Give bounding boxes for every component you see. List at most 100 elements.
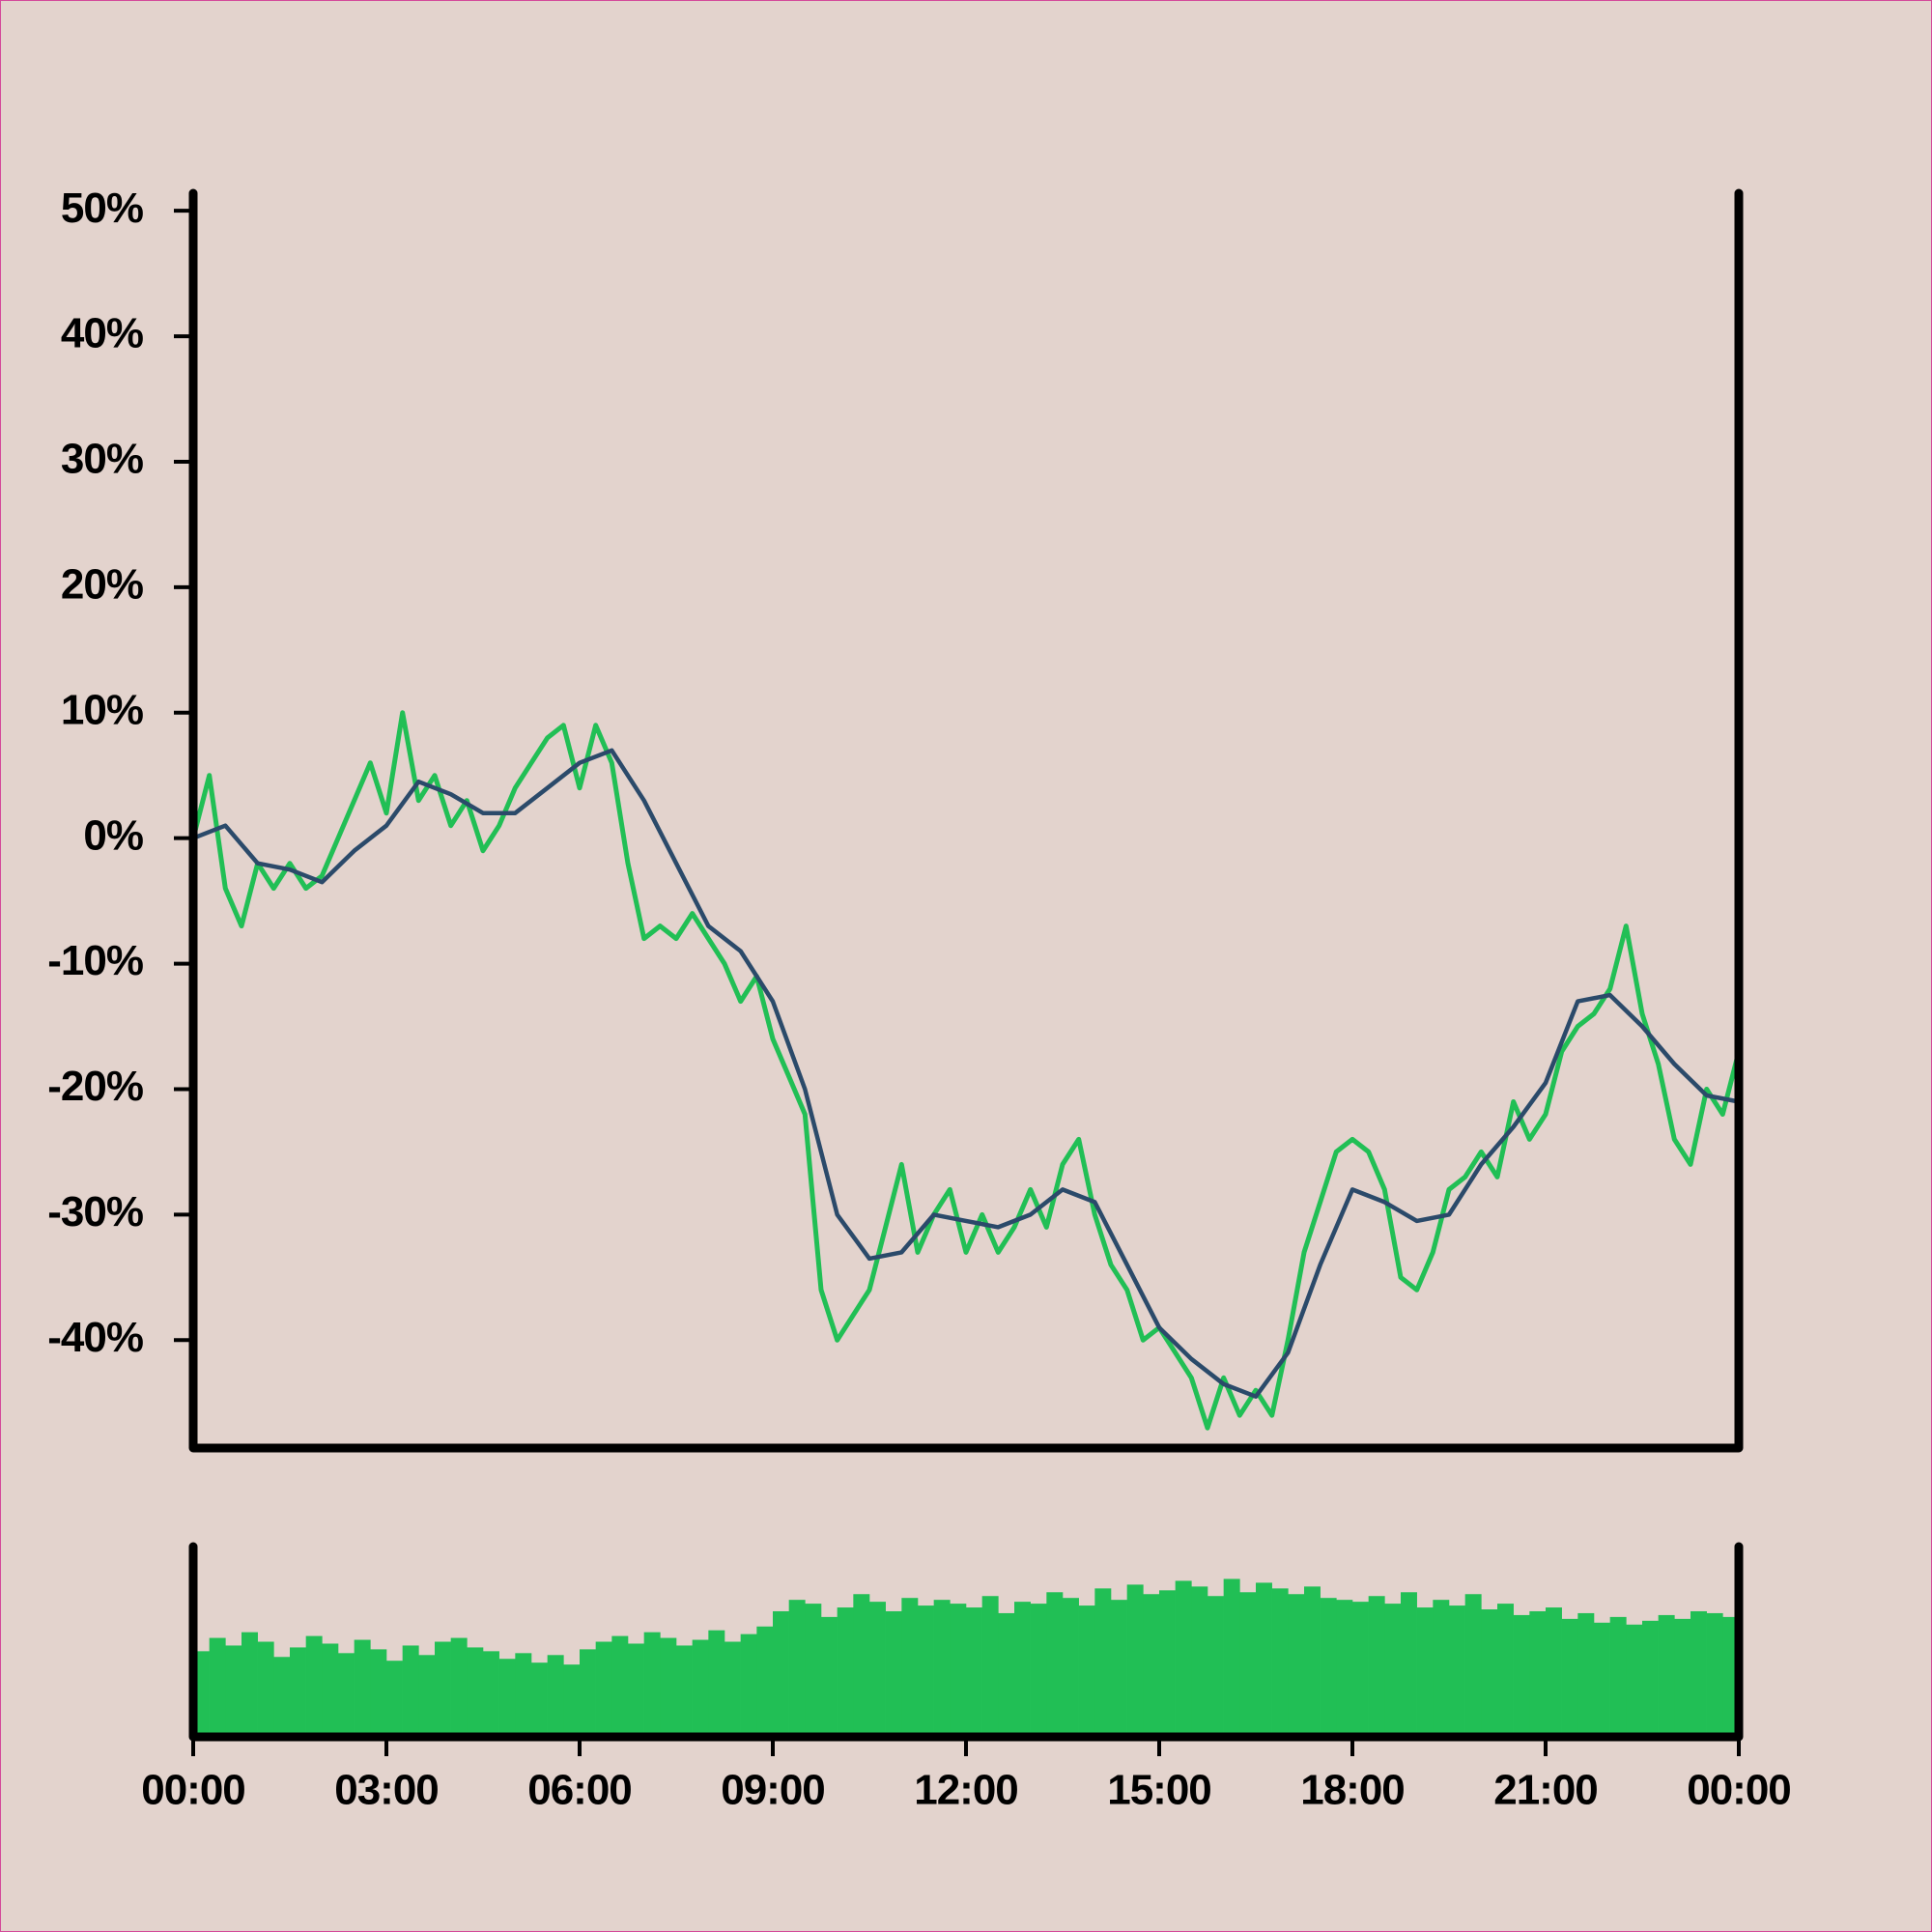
x-tick-label: 12:00 xyxy=(914,1767,1018,1814)
volume-bar xyxy=(740,1634,757,1737)
volume-bar xyxy=(563,1664,581,1737)
volume-bar xyxy=(724,1641,741,1737)
volume-bar xyxy=(370,1649,387,1737)
x-tick-label: 18:00 xyxy=(1300,1767,1405,1814)
volume-bar xyxy=(257,1641,274,1737)
volume-bar xyxy=(498,1659,516,1737)
volume-bar xyxy=(1529,1610,1547,1737)
volume-bar xyxy=(1191,1586,1208,1737)
volume-bar xyxy=(933,1600,951,1737)
volume-bar xyxy=(1449,1605,1465,1737)
volume-bar xyxy=(756,1626,774,1737)
volume-bar xyxy=(435,1641,451,1737)
volume-bar xyxy=(901,1598,919,1737)
volume-bar xyxy=(322,1643,339,1737)
volume-bar xyxy=(1384,1604,1402,1737)
volume-bar xyxy=(1352,1602,1369,1737)
volume-bar xyxy=(1658,1614,1675,1737)
volume-bar xyxy=(821,1616,838,1737)
volume-bar xyxy=(386,1661,403,1737)
volume-bar xyxy=(950,1604,967,1737)
volume-bar xyxy=(242,1632,258,1737)
volume-bar xyxy=(290,1647,306,1737)
x-tick-label: 06:00 xyxy=(527,1767,632,1814)
volume-bar xyxy=(1046,1592,1064,1737)
volume-bar xyxy=(805,1604,822,1737)
volume-bar xyxy=(1239,1592,1257,1737)
volume-bar xyxy=(1320,1598,1337,1737)
volume-bar xyxy=(692,1639,709,1737)
y-tick-label: -40% xyxy=(47,1314,143,1361)
volume-bar xyxy=(1063,1598,1079,1737)
volume-bar xyxy=(1513,1614,1530,1737)
volume-bar xyxy=(1223,1578,1240,1737)
volume-bar xyxy=(467,1647,484,1737)
volume-bar xyxy=(981,1596,999,1737)
volume-bar xyxy=(1175,1580,1192,1737)
volume-bar xyxy=(483,1651,499,1737)
volume-bar xyxy=(788,1600,806,1737)
y-tick-label: -30% xyxy=(47,1188,143,1236)
y-tick-label: -10% xyxy=(47,937,143,984)
volume-bar xyxy=(837,1607,854,1737)
volume-bar xyxy=(1497,1604,1514,1737)
volume-bar xyxy=(1159,1590,1176,1737)
volume-bar xyxy=(1143,1594,1160,1737)
volume-bar xyxy=(1577,1612,1595,1737)
y-tick-label: 0% xyxy=(83,811,143,859)
x-tick-label: 21:00 xyxy=(1493,1767,1598,1814)
volume-bar xyxy=(1674,1618,1691,1737)
volume-bar xyxy=(1030,1604,1047,1737)
x-tick-label: 00:00 xyxy=(141,1767,245,1814)
volume-bar xyxy=(1304,1586,1321,1737)
volume-bar xyxy=(660,1637,677,1737)
volume-bar xyxy=(853,1594,870,1737)
volume-bar xyxy=(708,1630,725,1737)
volume-bar xyxy=(354,1639,371,1737)
volume-bar xyxy=(1336,1600,1353,1737)
volume-bar xyxy=(1256,1582,1272,1737)
volume-bar xyxy=(1111,1600,1127,1737)
volume-bar xyxy=(402,1645,419,1737)
volume-bar xyxy=(966,1607,982,1737)
volume-bar xyxy=(225,1645,242,1737)
volume-bar xyxy=(515,1653,532,1737)
volume-bar xyxy=(273,1657,291,1737)
volume-bar xyxy=(1208,1596,1224,1737)
x-tick-label: 15:00 xyxy=(1107,1767,1211,1814)
volume-bar xyxy=(611,1635,629,1737)
volume-bar xyxy=(1271,1588,1289,1737)
volume-bar xyxy=(1609,1616,1627,1737)
volume-bar xyxy=(1126,1584,1144,1737)
price-line xyxy=(192,748,1740,1399)
volume-bar xyxy=(1401,1592,1417,1737)
volume-bar xyxy=(1626,1624,1643,1737)
y-tick-label: -20% xyxy=(47,1063,143,1110)
volume-bar xyxy=(450,1637,468,1737)
price-line xyxy=(190,710,1742,1431)
axis-spine xyxy=(188,188,1744,1453)
volume-bar xyxy=(1546,1607,1562,1737)
volume-bar xyxy=(676,1645,693,1737)
volume-bar xyxy=(1706,1612,1723,1737)
volume-bar xyxy=(1464,1594,1482,1737)
volume-bar xyxy=(918,1605,934,1737)
y-tick-label: 40% xyxy=(61,310,143,357)
x-tick-label: 03:00 xyxy=(334,1767,439,1814)
y-tick-label: 20% xyxy=(61,561,143,609)
y-tick-label: 50% xyxy=(61,185,143,232)
volume-bar xyxy=(1368,1596,1385,1737)
volume-bar xyxy=(531,1662,548,1737)
volume-bar xyxy=(643,1632,661,1737)
x-tick-label: 09:00 xyxy=(721,1767,825,1814)
volume-bar xyxy=(1481,1609,1498,1737)
volume-bar xyxy=(305,1635,323,1737)
volume-bar xyxy=(595,1641,612,1737)
volume-bar xyxy=(628,1643,644,1737)
volume-bar xyxy=(998,1612,1015,1737)
x-tick-label: 00:00 xyxy=(1687,1767,1791,1814)
volume-bar xyxy=(1416,1607,1434,1737)
volume-bar xyxy=(885,1610,902,1737)
